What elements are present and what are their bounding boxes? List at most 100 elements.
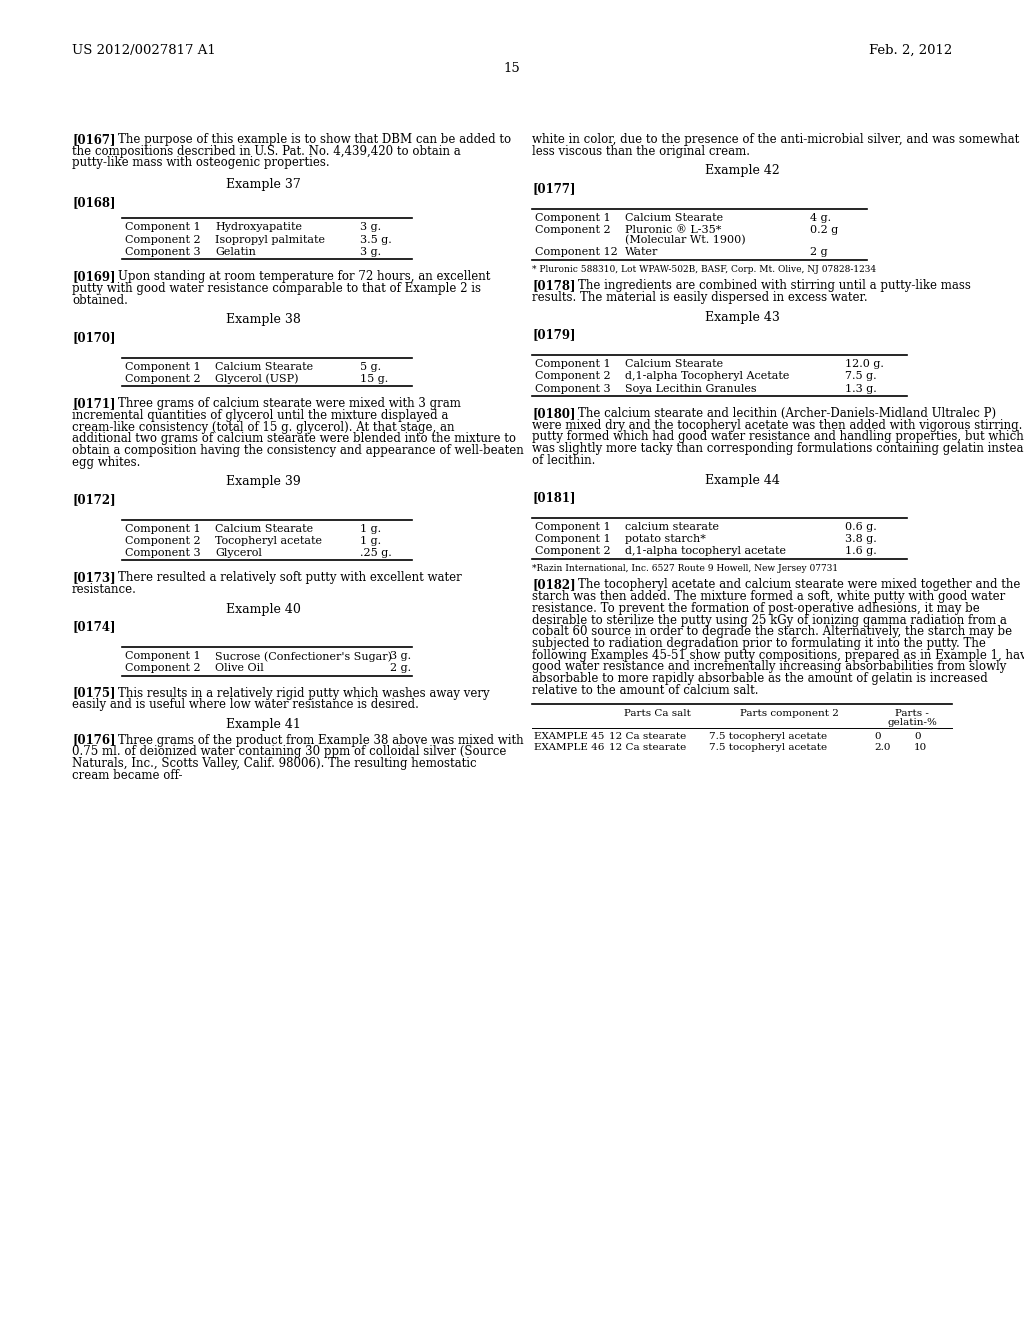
Text: Upon standing at room temperature for 72 hours, an excellent: Upon standing at room temperature for 72…	[118, 271, 490, 284]
Text: [0172]: [0172]	[72, 492, 116, 506]
Text: calcium stearate: calcium stearate	[625, 521, 719, 532]
Text: Component 1: Component 1	[125, 524, 201, 533]
Text: Example 42: Example 42	[705, 165, 779, 177]
Text: 3 g.: 3 g.	[360, 222, 381, 232]
Text: EXAMPLE 46: EXAMPLE 46	[534, 743, 604, 752]
Text: incremental quantities of glycerol until the mixture displayed a: incremental quantities of glycerol until…	[72, 409, 449, 422]
Text: [0176]: [0176]	[72, 734, 116, 747]
Text: Olive Oil: Olive Oil	[215, 664, 264, 673]
Text: Example 38: Example 38	[225, 313, 300, 326]
Text: 0: 0	[874, 733, 881, 741]
Text: white in color, due to the presence of the anti-microbial silver, and was somewh: white in color, due to the presence of t…	[532, 133, 1019, 147]
Text: *Razin International, Inc. 6527 Route 9 Howell, New Jersey 07731: *Razin International, Inc. 6527 Route 9 …	[532, 564, 838, 573]
Text: the compositions described in U.S. Pat. No. 4,439,420 to obtain a: the compositions described in U.S. Pat. …	[72, 145, 461, 157]
Text: US 2012/0027817 A1: US 2012/0027817 A1	[72, 44, 216, 57]
Text: gelatin-%: gelatin-%	[887, 718, 937, 727]
Text: 4 g.: 4 g.	[810, 213, 831, 223]
Text: 0.75 ml. of deionized water containing 30 ppm of colloidal silver (Source: 0.75 ml. of deionized water containing 3…	[72, 746, 507, 758]
Text: [0171]: [0171]	[72, 397, 116, 411]
Text: Calcium Stearate: Calcium Stearate	[215, 524, 313, 533]
Text: Water: Water	[625, 247, 658, 257]
Text: [0174]: [0174]	[72, 620, 116, 634]
Text: [0177]: [0177]	[532, 182, 575, 195]
Text: cream became off-: cream became off-	[72, 768, 182, 781]
Text: Calcium Stearate: Calcium Stearate	[215, 362, 313, 371]
Text: The ingredients are combined with stirring until a putty-like mass: The ingredients are combined with stirri…	[578, 280, 971, 293]
Text: [0168]: [0168]	[72, 195, 116, 209]
Text: Component 3: Component 3	[125, 247, 201, 257]
Text: Component 12: Component 12	[535, 247, 617, 257]
Text: relative to the amount of calcium salt.: relative to the amount of calcium salt.	[532, 684, 759, 697]
Text: desirable to sterilize the putty using 25 kGy of ionizing gamma radiation from a: desirable to sterilize the putty using 2…	[532, 614, 1007, 627]
Text: easily and is useful where low water resistance is desired.: easily and is useful where low water res…	[72, 698, 419, 711]
Text: [0182]: [0182]	[532, 578, 575, 591]
Text: Hydroxyapatite: Hydroxyapatite	[215, 222, 302, 232]
Text: Three grams of the product from Example 38 above was mixed with: Three grams of the product from Example …	[118, 734, 523, 747]
Text: 2.0: 2.0	[874, 743, 891, 752]
Text: 3 g.: 3 g.	[390, 651, 411, 661]
Text: The tocopheryl acetate and calcium stearate were mixed together and the: The tocopheryl acetate and calcium stear…	[578, 578, 1020, 591]
Text: 1 g.: 1 g.	[360, 536, 381, 546]
Text: This results in a relatively rigid putty which washes away very: This results in a relatively rigid putty…	[118, 686, 489, 700]
Text: Parts Ca salt: Parts Ca salt	[624, 709, 690, 718]
Text: Component 2: Component 2	[535, 546, 610, 556]
Text: 1 g.: 1 g.	[360, 524, 381, 533]
Text: .25 g.: .25 g.	[360, 548, 392, 558]
Text: Component 2: Component 2	[125, 235, 201, 244]
Text: 10: 10	[914, 743, 928, 752]
Text: Glycerol: Glycerol	[215, 548, 262, 558]
Text: [0180]: [0180]	[532, 407, 575, 420]
Text: Soya Lecithin Granules: Soya Lecithin Granules	[625, 384, 757, 393]
Text: Component 1: Component 1	[535, 213, 610, 223]
Text: Calcium Stearate: Calcium Stearate	[625, 359, 723, 370]
Text: 7.5 g.: 7.5 g.	[845, 371, 877, 381]
Text: 12.0 g.: 12.0 g.	[845, 359, 884, 370]
Text: 1.6 g.: 1.6 g.	[845, 546, 877, 556]
Text: Component 1: Component 1	[535, 359, 610, 370]
Text: were mixed dry and the tocopheryl acetate was then added with vigorous stirring.: were mixed dry and the tocopheryl acetat…	[532, 418, 1024, 432]
Text: 2 g.: 2 g.	[390, 664, 411, 673]
Text: [0167]: [0167]	[72, 133, 116, 147]
Text: 1.3 g.: 1.3 g.	[845, 384, 877, 393]
Text: d,1-alpha tocopheryl acetate: d,1-alpha tocopheryl acetate	[625, 546, 786, 556]
Text: * Pluronic 588310, Lot WPAW-502B, BASF, Corp. Mt. Olive, NJ 07828-1234: * Pluronic 588310, Lot WPAW-502B, BASF, …	[532, 265, 877, 273]
Text: [0181]: [0181]	[532, 491, 575, 504]
Text: following Examples 45-51 show putty compositions, prepared as in Example 1, havi: following Examples 45-51 show putty comp…	[532, 648, 1024, 661]
Text: The purpose of this example is to show that DBM can be added to: The purpose of this example is to show t…	[118, 133, 511, 147]
Text: Component 2: Component 2	[125, 374, 201, 384]
Text: Component 2: Component 2	[535, 371, 610, 381]
Text: Component 2: Component 2	[125, 664, 201, 673]
Text: 0.6 g.: 0.6 g.	[845, 521, 877, 532]
Text: EXAMPLE 45: EXAMPLE 45	[534, 733, 604, 741]
Text: 5 g.: 5 g.	[360, 362, 381, 371]
Text: 0.2 g: 0.2 g	[810, 224, 839, 235]
Text: 3.5 g.: 3.5 g.	[360, 235, 392, 244]
Text: (Molecular Wt. 1900): (Molecular Wt. 1900)	[625, 235, 745, 246]
Text: obtained.: obtained.	[72, 293, 128, 306]
Text: 3 g.: 3 g.	[360, 247, 381, 257]
Text: resistance. To prevent the formation of post-operative adhesions, it may be: resistance. To prevent the formation of …	[532, 602, 980, 615]
Text: [0169]: [0169]	[72, 271, 116, 284]
Text: Glycerol (USP): Glycerol (USP)	[215, 374, 299, 384]
Text: putty-like mass with osteogenic properties.: putty-like mass with osteogenic properti…	[72, 157, 330, 169]
Text: Example 43: Example 43	[705, 312, 779, 323]
Text: 12 Ca stearate: 12 Ca stearate	[609, 733, 686, 741]
Text: [0173]: [0173]	[72, 572, 116, 585]
Text: Component 1: Component 1	[535, 521, 610, 532]
Text: egg whites.: egg whites.	[72, 455, 140, 469]
Text: Naturals, Inc., Scotts Valley, Calif. 98006). The resulting hemostatic: Naturals, Inc., Scotts Valley, Calif. 98…	[72, 758, 476, 770]
Text: starch was then added. The mixture formed a soft, white putty with good water: starch was then added. The mixture forme…	[532, 590, 1006, 603]
Text: 2 g: 2 g	[810, 247, 827, 257]
Text: [0178]: [0178]	[532, 280, 575, 293]
Text: potato starch*: potato starch*	[625, 535, 706, 544]
Text: Tocopheryl acetate: Tocopheryl acetate	[215, 536, 322, 546]
Text: absorbable to more rapidly absorbable as the amount of gelatin is increased: absorbable to more rapidly absorbable as…	[532, 672, 988, 685]
Text: d,1-alpha Tocopheryl Acetate: d,1-alpha Tocopheryl Acetate	[625, 371, 790, 381]
Text: Gelatin: Gelatin	[215, 247, 256, 257]
Text: Sucrose (Confectioner's Sugar): Sucrose (Confectioner's Sugar)	[215, 651, 392, 661]
Text: 7.5 tocopheryl acetate: 7.5 tocopheryl acetate	[709, 733, 827, 741]
Text: Calcium Stearate: Calcium Stearate	[625, 213, 723, 223]
Text: 15: 15	[504, 62, 520, 75]
Text: Example 44: Example 44	[705, 474, 779, 487]
Text: Component 2: Component 2	[535, 224, 610, 235]
